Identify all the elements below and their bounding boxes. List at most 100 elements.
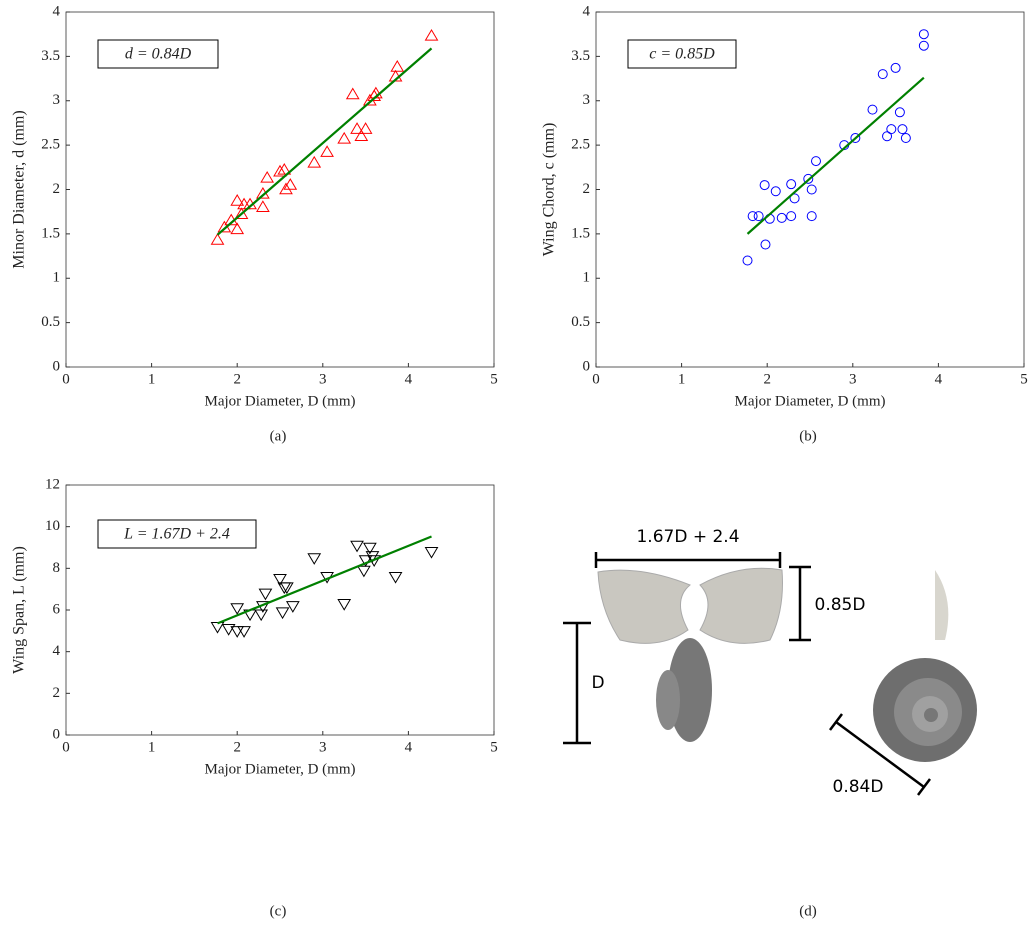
data-point bbox=[320, 145, 334, 157]
data-point bbox=[747, 211, 758, 222]
data-point bbox=[230, 194, 245, 206]
shell-whorl bbox=[924, 708, 938, 722]
y-tick-label: 2 bbox=[53, 181, 61, 197]
data-point bbox=[307, 553, 322, 565]
data-point bbox=[258, 588, 273, 601]
y-tick-label: 2 bbox=[53, 685, 61, 701]
data-point bbox=[273, 574, 287, 586]
data-point bbox=[230, 222, 245, 235]
data-point bbox=[886, 124, 897, 135]
wing-side bbox=[935, 570, 949, 640]
panel-label: (d) bbox=[799, 903, 817, 919]
y-axis-label: Minor Diameter, d (mm) bbox=[11, 110, 28, 268]
x-tick-label: 0 bbox=[62, 371, 70, 387]
minor-label: 0.84D bbox=[833, 777, 884, 797]
y-tick-label: 4 bbox=[583, 3, 591, 19]
y-tick-label: 0.5 bbox=[571, 314, 590, 330]
x-tick-label: 3 bbox=[319, 739, 327, 755]
y-tick-label: 1.5 bbox=[571, 225, 590, 241]
data-point bbox=[221, 624, 236, 636]
data-point bbox=[786, 179, 797, 190]
data-point bbox=[753, 211, 764, 222]
x-tick-label: 4 bbox=[405, 371, 413, 387]
y-axis-label: Wing Span, L (mm) bbox=[11, 546, 28, 674]
data-point bbox=[918, 29, 929, 40]
data-point bbox=[345, 87, 360, 100]
data-point bbox=[217, 220, 232, 233]
data-point bbox=[234, 207, 249, 220]
data-point bbox=[786, 211, 797, 222]
data-point bbox=[810, 156, 821, 167]
annotation-box bbox=[627, 39, 737, 69]
data-point bbox=[337, 599, 352, 611]
span-label: 1.67D + 2.4 bbox=[636, 527, 739, 547]
data-point bbox=[260, 170, 275, 183]
data-point bbox=[210, 621, 225, 634]
y-tick-label: 0 bbox=[583, 358, 591, 374]
data-point bbox=[770, 186, 781, 197]
dimension-lines bbox=[563, 552, 931, 796]
x-tick-label: 4 bbox=[935, 371, 943, 387]
y-tick-label: 4 bbox=[53, 643, 61, 659]
data-point bbox=[882, 131, 893, 142]
x-tick-label: 2 bbox=[763, 371, 771, 387]
data-point bbox=[230, 603, 245, 615]
y-tick-label: 4 bbox=[53, 3, 61, 19]
x-tick-label: 0 bbox=[592, 371, 600, 387]
data-point bbox=[759, 180, 770, 191]
data-point bbox=[285, 601, 300, 613]
wing-left bbox=[597, 569, 691, 644]
data-point bbox=[237, 626, 251, 638]
y-tick-label: 10 bbox=[45, 518, 60, 534]
x-tick-label: 1 bbox=[148, 371, 156, 387]
data-point bbox=[388, 571, 403, 584]
fit-line bbox=[746, 76, 925, 235]
annotation: c = 0.85D bbox=[649, 46, 715, 63]
x-axis-label: Major Diameter, D (mm) bbox=[204, 393, 355, 409]
y-tick-label: 1 bbox=[583, 270, 591, 286]
data-point bbox=[894, 107, 905, 118]
x-tick-label: 0 bbox=[62, 739, 70, 755]
snail-body bbox=[656, 670, 680, 730]
snail-shell bbox=[668, 638, 712, 742]
data-point bbox=[254, 609, 269, 622]
x-tick-label: 5 bbox=[490, 371, 498, 387]
annotation: L = 1.67D + 2.4 bbox=[123, 526, 230, 543]
data-point bbox=[256, 200, 270, 212]
data-point bbox=[354, 129, 369, 141]
data-point bbox=[918, 40, 929, 51]
data-point bbox=[900, 133, 911, 144]
panel-label: (b) bbox=[799, 428, 817, 444]
y-tick-label: 1.5 bbox=[41, 225, 60, 241]
x-tick-label: 5 bbox=[490, 739, 498, 755]
data-point bbox=[806, 184, 817, 195]
annotation-box bbox=[97, 519, 257, 549]
y-tick-label: 6 bbox=[53, 601, 61, 617]
data-point bbox=[277, 162, 292, 175]
y-tick-label: 1 bbox=[53, 270, 61, 286]
data-point bbox=[850, 133, 861, 144]
data-point bbox=[760, 239, 771, 250]
data-point bbox=[337, 131, 352, 144]
annotation-box bbox=[97, 39, 219, 69]
data-point bbox=[279, 582, 294, 595]
panel-label: (a) bbox=[270, 428, 287, 444]
y-tick-label: 3.5 bbox=[41, 48, 60, 64]
y-tick-label: 8 bbox=[53, 560, 61, 576]
data-point bbox=[210, 233, 225, 245]
data-point bbox=[279, 182, 293, 195]
data-point bbox=[357, 565, 371, 578]
data-point bbox=[742, 255, 753, 266]
data-point bbox=[806, 211, 817, 222]
x-tick-label: 3 bbox=[319, 371, 327, 387]
data-point bbox=[358, 122, 373, 134]
x-tick-label: 5 bbox=[1020, 371, 1028, 387]
data-point bbox=[363, 542, 377, 555]
y-axis-label: Wing Chord, c (mm) bbox=[541, 123, 558, 257]
fit-line bbox=[217, 535, 432, 625]
data-point bbox=[890, 62, 901, 73]
data-point bbox=[230, 626, 245, 638]
data-point bbox=[424, 28, 439, 41]
fit-line bbox=[216, 47, 433, 236]
